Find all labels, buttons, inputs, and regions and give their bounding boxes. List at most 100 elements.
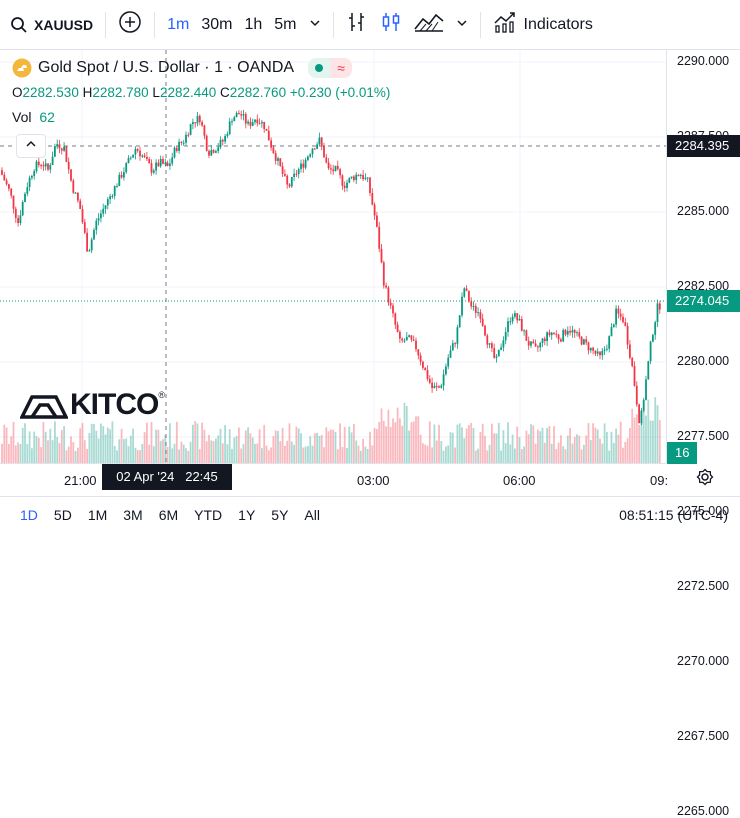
candle-body bbox=[286, 175, 289, 185]
range-6m[interactable]: 6M bbox=[158, 507, 179, 523]
volume-bar bbox=[166, 446, 169, 463]
volume-bar bbox=[495, 433, 498, 463]
candle-body bbox=[244, 114, 247, 124]
candle-body bbox=[288, 184, 291, 187]
interval-5m[interactable]: 5m bbox=[274, 15, 297, 33]
price-tick-label: 2282.500 bbox=[677, 279, 730, 293]
chart-pane[interactable] bbox=[0, 50, 666, 463]
volume-bar bbox=[431, 447, 433, 463]
candle-body bbox=[481, 318, 484, 326]
candle-body bbox=[247, 121, 249, 124]
candle-body bbox=[543, 338, 546, 342]
candle-body bbox=[17, 217, 19, 224]
toolbar-divider bbox=[332, 11, 334, 38]
area-style-button[interactable] bbox=[408, 8, 450, 42]
candle-body bbox=[164, 162, 167, 164]
candle-body bbox=[502, 340, 505, 348]
high-value: 2282.780 bbox=[92, 85, 149, 100]
volume-bar bbox=[606, 431, 608, 463]
interval-dropdown[interactable] bbox=[303, 8, 327, 42]
interval-1m[interactable]: 1m bbox=[167, 15, 190, 33]
volume-bar bbox=[311, 445, 314, 463]
volume-bar bbox=[171, 448, 174, 463]
volume-bar bbox=[58, 443, 61, 463]
range-all[interactable]: All bbox=[304, 507, 320, 523]
volume-bar bbox=[525, 430, 528, 463]
candles-style-button[interactable] bbox=[374, 8, 408, 42]
candle-body bbox=[606, 348, 608, 350]
candle-body bbox=[472, 305, 475, 307]
compare-symbol-button[interactable] bbox=[112, 8, 148, 42]
range-ytd[interactable]: YTD bbox=[194, 507, 223, 523]
top-toolbar: XAUUSD 1m 30m 1h 5m bbox=[0, 0, 740, 50]
volume-bar bbox=[21, 427, 24, 463]
candle-body bbox=[422, 361, 424, 368]
volume-bar bbox=[362, 438, 364, 463]
volume-bar bbox=[263, 424, 266, 463]
clock-timezone[interactable]: 08:51:15 (UTC-4) bbox=[619, 507, 728, 523]
volume-bar bbox=[645, 415, 647, 463]
volume-bar bbox=[274, 430, 277, 463]
bar-style-button[interactable] bbox=[340, 8, 374, 42]
bottom-range-bar: 1D 5D 1M 3M 6M YTD 1Y 5Y All 08:51:15 (U… bbox=[0, 496, 740, 533]
candle-body bbox=[159, 158, 162, 167]
range-3m[interactable]: 3M bbox=[123, 507, 143, 523]
volume-bar bbox=[325, 427, 328, 463]
time-axis[interactable]: 21:00 03:00 06:00 09: 02 Apr '24 22:45 bbox=[0, 463, 668, 496]
volume-bar bbox=[509, 444, 512, 463]
range-5y[interactable]: 5Y bbox=[271, 507, 289, 523]
volume-bar bbox=[100, 423, 102, 463]
volume-bar bbox=[251, 437, 254, 463]
volume-bar bbox=[638, 424, 640, 463]
candle-body bbox=[440, 385, 443, 388]
candle-body bbox=[371, 193, 374, 205]
candle-body bbox=[410, 335, 413, 340]
chart-style-dropdown[interactable] bbox=[450, 8, 474, 42]
volume-bar bbox=[346, 448, 348, 463]
candle-body bbox=[24, 193, 26, 202]
range-1d[interactable]: 1D bbox=[20, 507, 38, 523]
volume-bar bbox=[272, 436, 275, 463]
price-axis[interactable]: 2290.0002287.5002285.0002282.5002280.000… bbox=[666, 50, 740, 818]
candle-body bbox=[139, 150, 141, 157]
volume-bar bbox=[401, 425, 404, 463]
indicators-button[interactable]: Indicators bbox=[487, 8, 599, 42]
volume-bar bbox=[286, 440, 289, 463]
candle-body bbox=[70, 169, 72, 181]
interval-30m[interactable]: 30m bbox=[201, 15, 233, 33]
range-1y[interactable]: 1Y bbox=[238, 507, 256, 523]
interval-1h[interactable]: 1h bbox=[244, 15, 263, 33]
volume-bar bbox=[573, 436, 576, 463]
candle-body bbox=[136, 149, 139, 151]
candlestick-chart[interactable] bbox=[0, 50, 666, 463]
volume-bar bbox=[550, 443, 553, 463]
candle-body bbox=[169, 163, 171, 166]
candle-body bbox=[212, 150, 215, 153]
chart-settings-button[interactable] bbox=[694, 468, 716, 490]
candle-body bbox=[479, 312, 482, 319]
candle-body bbox=[504, 331, 507, 341]
volume-bar bbox=[169, 423, 171, 463]
volume-bar bbox=[511, 434, 514, 463]
collapse-legend-button[interactable] bbox=[16, 134, 46, 158]
volume-bar bbox=[60, 430, 63, 463]
volume-bar bbox=[596, 429, 599, 463]
candle-body bbox=[277, 158, 279, 161]
volume-bar bbox=[307, 446, 309, 463]
candle-body bbox=[408, 335, 410, 337]
volume-bar bbox=[40, 447, 42, 463]
symbol-search[interactable]: XAUUSD bbox=[0, 8, 99, 42]
candle-body bbox=[132, 154, 134, 158]
volume-bar bbox=[440, 441, 443, 463]
range-1m[interactable]: 1M bbox=[87, 507, 108, 523]
candle-body bbox=[396, 324, 399, 333]
volume-bar bbox=[132, 428, 134, 463]
candle-body bbox=[8, 184, 10, 189]
chevron-down-icon bbox=[456, 16, 468, 34]
volume-bar bbox=[254, 443, 256, 463]
volume-bar bbox=[288, 423, 291, 463]
candle-body bbox=[428, 378, 431, 383]
range-5d[interactable]: 5D bbox=[53, 507, 72, 523]
candle-body bbox=[589, 347, 592, 351]
candle-body bbox=[12, 195, 15, 209]
